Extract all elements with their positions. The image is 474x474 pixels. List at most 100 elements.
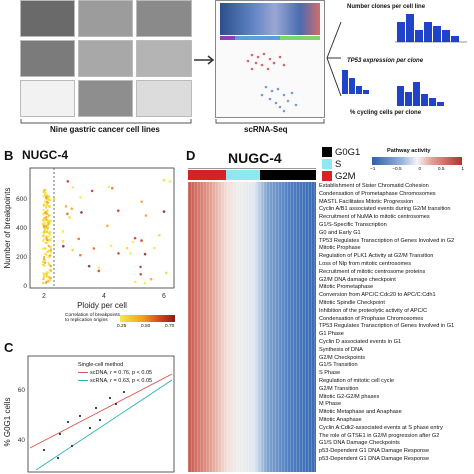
scdna-regression-line <box>29 373 173 449</box>
scatter-point <box>153 246 156 250</box>
scatter-point <box>46 250 49 254</box>
scatter-point <box>144 214 148 217</box>
annotation-g2m <box>188 170 227 180</box>
scrna-regression-line <box>35 379 173 471</box>
scatter-point <box>49 237 52 241</box>
cell-image-7 <box>20 80 75 117</box>
scatter-point <box>80 211 83 214</box>
cell-image-9 <box>136 80 192 117</box>
scatter-point <box>90 189 94 193</box>
scatter-point <box>87 264 91 268</box>
scatter-point <box>42 272 45 275</box>
scatter-point <box>43 217 47 220</box>
ytick-200: 200 <box>16 254 27 261</box>
scatter-point <box>43 264 46 267</box>
pathway-label: Inhibition of the proteolytic activity o… <box>319 307 428 314</box>
arrow-to-scrna-icon <box>194 55 215 65</box>
bracket-left <box>20 119 192 124</box>
scatter-point <box>64 205 68 208</box>
scatter-point <box>49 251 53 254</box>
scatter-point <box>42 258 46 261</box>
pathway-label: Condensation of Prophase Chromosomes <box>319 315 424 322</box>
cell-line-image-grid <box>20 0 192 117</box>
scrna-annotation-bar <box>220 36 320 40</box>
scatter-point <box>45 230 49 234</box>
pathway-label: G1 Phase <box>319 331 344 338</box>
activity-ticks: −1 −0.5 0 0.5 1 <box>370 167 464 172</box>
activity-legend-title: Pathway activity <box>387 148 431 154</box>
panel-b-scatter: 0 200 400 600 2 4 6 Ploidy per cell Numb… <box>3 167 175 310</box>
scatter-point <box>44 206 48 209</box>
panel-b-title: NUGC-4 <box>22 148 69 162</box>
pathway-label: Condensation of Prometaphase Chromosomes <box>319 190 436 197</box>
cell-image-3 <box>136 0 192 37</box>
panel-c-points <box>42 390 126 460</box>
pathway-label: G0 and Early G1 <box>319 229 361 236</box>
activity-tick-0: −1 <box>370 167 376 172</box>
pathway-label: G1/S-Specific Transcription <box>319 222 387 228</box>
scatter-point <box>48 278 52 282</box>
scatter-point <box>92 247 96 250</box>
scatter-point <box>139 265 142 269</box>
scatter-point <box>44 191 47 194</box>
activity-tick-3: 0.5 <box>437 167 445 172</box>
scatter-point <box>45 212 48 216</box>
pathway-label: Mitotic Prophase <box>319 245 361 252</box>
scatter-point <box>45 203 48 207</box>
activity-colorbar <box>372 157 462 165</box>
scatter-point <box>61 230 65 233</box>
scatter-point <box>43 193 47 197</box>
pathway-label: G1/S DNA Damage Checkpoints <box>319 440 400 447</box>
panel-b-letter: B <box>4 148 14 163</box>
pathway-label: Cyclin D associated events in G1 <box>319 339 402 345</box>
scatter-point <box>49 249 53 252</box>
scatter-point <box>44 241 47 245</box>
pathway-label: Recruitment of mitotic centrosome protei… <box>319 268 426 275</box>
scatter-frame <box>29 167 175 289</box>
pathway-label: Mitotic Anaphase <box>319 417 362 423</box>
cell-image-5 <box>78 40 133 77</box>
pathway-label: Cyclin A/B1 associated events during G2/… <box>319 206 451 213</box>
cell-image-2 <box>78 0 133 37</box>
panel-b-xlabel: Ploidy per cell <box>77 301 127 310</box>
phase-annotation-bar <box>188 170 316 180</box>
scatter-point <box>41 260 45 264</box>
hist-tp53-expression <box>342 70 369 94</box>
scatter-point <box>42 208 45 212</box>
scatter-point <box>48 230 52 234</box>
pathway-label: S Phase <box>319 370 341 377</box>
scatter-point <box>45 225 48 228</box>
scatter-point <box>125 246 129 250</box>
pathway-label: Conversion from APC/C:Cdc20 to APC/C:Cdh… <box>319 292 436 299</box>
scatter-point <box>43 247 47 250</box>
scatter-point <box>97 269 101 273</box>
scatter-point <box>129 251 132 255</box>
pathway-label: Mitotic Prometaphase <box>319 284 374 291</box>
scatter-point <box>45 273 48 277</box>
scatter-point <box>46 209 49 212</box>
ytick-0: 0 <box>23 283 27 290</box>
scrna-umap <box>246 52 298 113</box>
pathway-label: Loss of Nlp from mitotic centrosomes <box>319 261 412 267</box>
scatter-point <box>140 200 144 204</box>
hist2-title: TP53 expression per clone <box>347 58 424 64</box>
legend-scdna: scDNA, r = 0.76, p < 0.05 <box>78 370 152 378</box>
scatter-point <box>61 240 65 243</box>
panel-c-letter: C <box>4 340 14 355</box>
pathway-label: Synthesis of DNA <box>319 346 363 353</box>
pathway-label: G2/M DNA damage checkpoint <box>319 276 396 283</box>
pathway-label: Establishment of Sister Chromatid Cohesi… <box>319 183 429 189</box>
scatter-point <box>131 240 135 244</box>
activity-tick-1: −0.5 <box>392 167 402 172</box>
scatter-point <box>46 275 49 278</box>
g2m-swatch-icon <box>322 171 332 182</box>
scatter-point <box>149 277 153 281</box>
hist-cycling-cells <box>397 82 444 106</box>
colorbar-tick-050: 0.50 <box>141 324 151 329</box>
annotation-g0g1 <box>259 170 316 180</box>
pathway-label: p53-Dependent G1 DNA Damage Response <box>319 448 430 455</box>
scatter-point <box>47 198 51 202</box>
scatter-point <box>109 244 113 248</box>
scatter-point <box>42 213 45 216</box>
